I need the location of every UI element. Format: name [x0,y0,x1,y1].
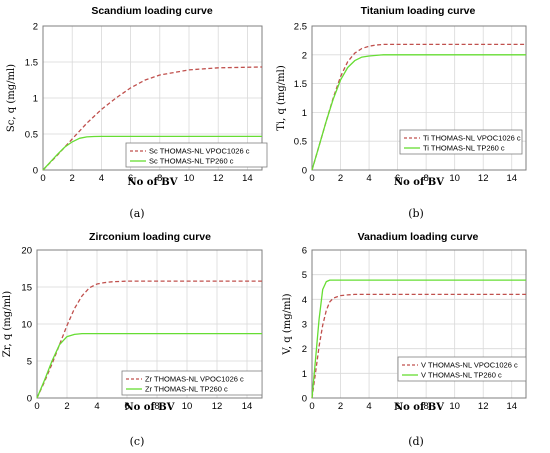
y-tick-label: 15 [21,283,32,294]
y-tick-label: 5 [27,357,32,368]
y-tick-label: 0 [302,166,307,177]
x-tick-label: 12 [213,173,224,184]
plot-frame [311,249,527,399]
chart-title: Scandium loading curve [91,5,213,17]
x-tick-label: 6 [124,401,129,412]
chart-panel: 0 2 4 6 8 10 12 14 0 5 10 15 20 Zr THOMAS-NL VPOC1026… [2,231,263,448]
x-tick-label: 8 [423,173,428,184]
y-tick-label: 2 [302,50,307,61]
x-tick-label: 4 [94,401,99,412]
legend-label: Ti THOMAS-NL VPOC1026 c [423,134,521,143]
plot-frame [42,25,263,171]
legend-label: Sc THOMAS-NL VPOC1026 c [149,147,250,156]
y-tick-label: 3 [302,320,307,331]
x-tick-label: 10 [449,173,460,184]
x-tick-label: 14 [506,173,517,184]
y-tick-label: 0 [27,394,32,405]
panel-caption: (b) [408,207,424,220]
x-tick-label: 10 [449,401,460,412]
y-tick-label: 10 [21,320,32,331]
x-tick-label: 14 [242,401,253,412]
x-tick-label: 2 [338,401,343,412]
legend-label: Zr THOMAS-NL VPOC1026 c [145,375,244,384]
y-tick-label: 6 [302,246,307,257]
x-tick-label: 2 [64,401,69,412]
y-axis-label: Zr, q (mg/ml) [2,291,13,357]
x-axis-label: No of BV [125,402,175,413]
y-axis-label: V, q (mg/ml) [282,293,293,355]
x-tick-label: 4 [366,401,371,412]
y-tick-label: 20 [21,246,32,257]
x-axis-label: No of BV [394,402,444,413]
x-tick-label: 0 [309,173,314,184]
chart-panel: 0 2 4 6 8 10 12 14 0 0.5 1 1.5 2 2.5 Ti THOMAS-NL VPOC… [276,5,527,220]
y-tick-label: 1 [302,369,307,380]
series-line-vpoc1026 [42,66,263,171]
x-tick-label: 10 [182,401,193,412]
y-tick-label: 1.5 [294,79,307,90]
x-tick-label: 6 [395,173,400,184]
series-line-tp260 [36,332,262,399]
x-tick-label: 12 [478,401,489,412]
y-tick-label: 2 [33,22,38,33]
panel-caption: (d) [408,435,424,448]
legend-label: Zr THOMAS-NL TP260 c [145,385,228,394]
y-tick-label: 1 [302,108,307,119]
y-tick-label: 0.5 [25,130,38,141]
x-tick-label: 2 [338,173,343,184]
x-axis-label: No of BV [128,177,178,188]
y-tick-label: 2 [302,344,307,355]
series-line-tp260 [311,54,526,171]
y-axis-label: Sc, q (mg/ml) [6,64,17,132]
chart-title: Titanium loading curve [361,5,476,17]
x-tick-label: 14 [242,173,253,184]
x-tick-label: 8 [423,401,428,412]
y-tick-label: 5 [302,270,307,281]
x-tick-label: 6 [128,173,133,184]
series-line-vpoc1026 [36,280,262,399]
y-axis-label: Ti, q (mg/ml) [276,65,287,131]
x-axis-label: No of BV [394,177,444,188]
x-tick-label: 4 [99,173,104,184]
x-tick-label: 12 [478,173,489,184]
legend-label: V THOMAS-NL TP260 c [421,371,502,380]
legend-box [397,356,527,382]
y-tick-label: 2.5 [294,22,307,33]
x-tick-label: 0 [309,401,314,412]
x-tick-label: 2 [70,173,75,184]
legend-box [121,370,263,396]
x-tick-label: 12 [212,401,223,412]
legend-label: V THOMAS-NL VPOC1026 c [421,361,518,370]
x-tick-label: 4 [366,173,371,184]
series-line-tp260 [42,135,262,171]
y-tick-label: 0.5 [294,137,307,148]
plot-frame [36,249,263,399]
x-tick-label: 8 [157,173,162,184]
series-line-tp260 [311,279,526,399]
x-tick-label: 6 [395,401,400,412]
y-tick-label: 0 [33,166,38,177]
legend-label: Sc THOMAS-NL TP260 c [149,157,234,166]
panel-caption: (c) [130,435,145,448]
x-tick-label: 10 [184,173,195,184]
y-tick-label: 4 [302,295,307,306]
plot-frame [311,25,527,171]
y-tick-label: 1 [33,94,38,105]
x-tick-label: 14 [506,401,517,412]
x-tick-label: 8 [154,401,159,412]
chart-title: Zirconium loading curve [89,231,211,243]
x-tick-label: 0 [34,401,39,412]
series-line-vpoc1026 [311,293,526,399]
y-tick-label: 0 [302,394,307,405]
chart-panel: 0 2 4 6 8 10 12 14 0 0.5 1 1.5 2 Sc THOMAS-NL VPOC102… [6,5,268,220]
legend-box [125,142,268,168]
panel-caption: (a) [129,207,144,220]
x-tick-label: 0 [40,173,45,184]
chart-title: Vanadium loading curve [358,231,479,243]
legend-label: Ti THOMAS-NL TP260 c [423,144,505,153]
y-tick-label: 1.5 [25,58,38,69]
legend-box [399,129,523,155]
